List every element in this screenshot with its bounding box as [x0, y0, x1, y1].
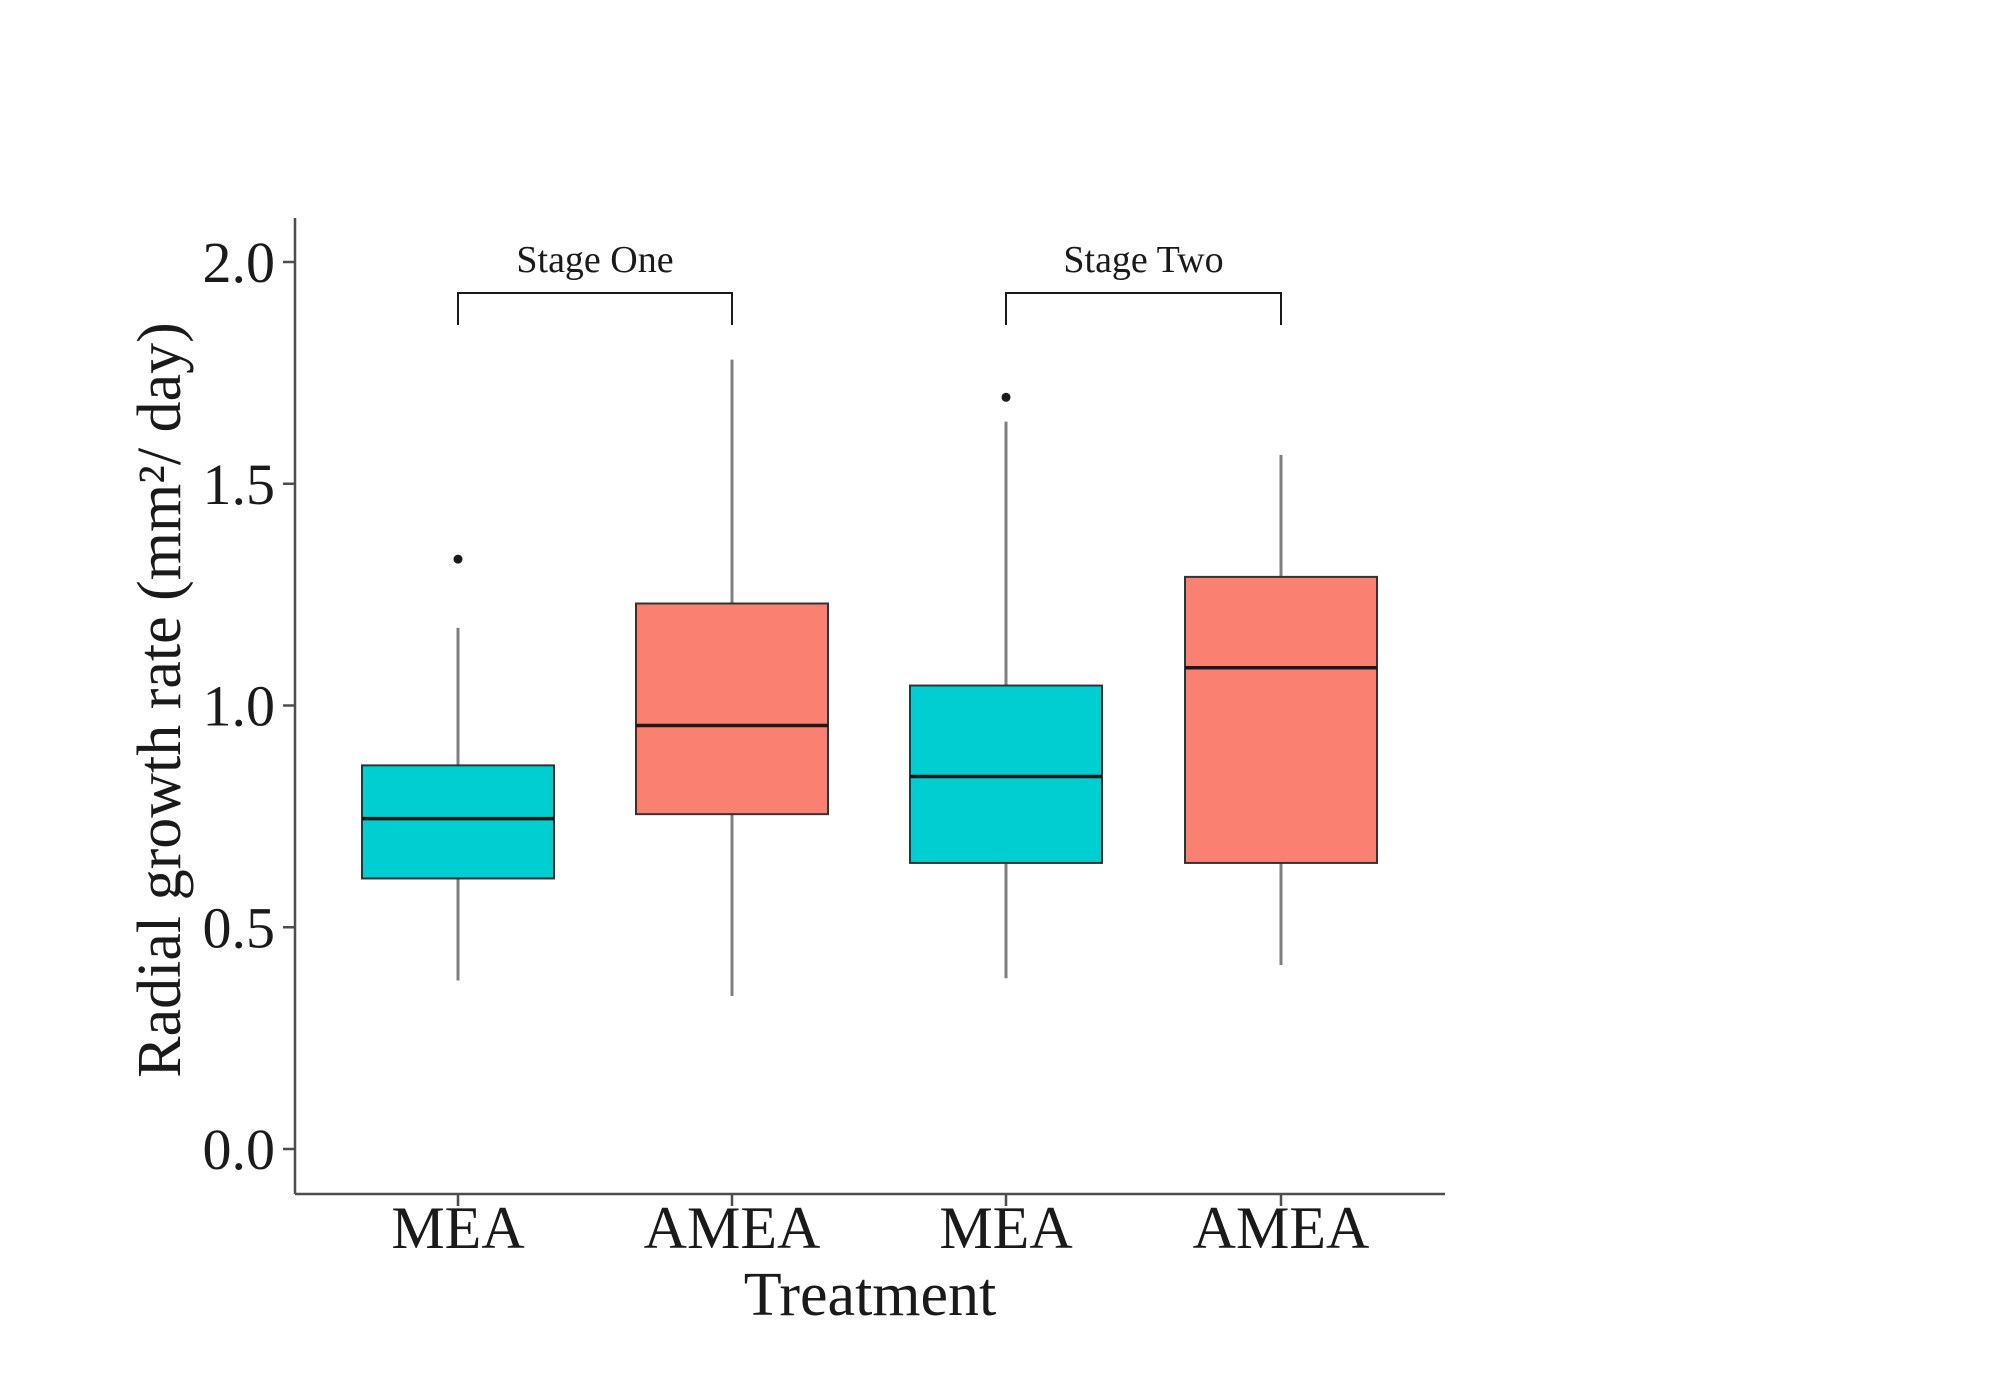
group-label: Stage Two — [1063, 239, 1223, 281]
outlier-point — [1001, 392, 1011, 402]
box-mea-stage-two — [909, 392, 1103, 979]
x-tick-label: AMEA — [644, 1195, 821, 1261]
y-tick-label: 1.0 — [203, 674, 276, 739]
x-category-labels: MEA AMEA MEA AMEA — [391, 1194, 1369, 1261]
y-axis-title: Radial growth rate (mm²/ day) — [126, 322, 194, 1077]
iqr-box — [1184, 575, 1378, 864]
y-ticks: 0.0 0.5 1.0 1.5 2.0 — [203, 230, 295, 1182]
x-tick-label: AMEA — [1193, 1195, 1370, 1261]
box-mea-stage-one — [361, 554, 555, 981]
y-tick-label: 0.5 — [203, 895, 276, 960]
box-series — [361, 359, 1378, 996]
y-tick-label: 0.0 — [203, 1117, 276, 1182]
iqr-box — [361, 764, 555, 880]
box-amea-stage-two — [1184, 454, 1378, 965]
group-bracket — [1005, 292, 1282, 325]
x-axis-title: Treatment — [744, 1261, 997, 1329]
x-tick-label: MEA — [391, 1195, 524, 1261]
group-brackets: Stage One Stage Two — [457, 239, 1282, 325]
iqr-box — [635, 602, 829, 816]
group-label: Stage One — [516, 239, 673, 281]
outlier-point — [453, 554, 463, 564]
y-tick-label: 2.0 — [203, 230, 276, 295]
box-amea-stage-one — [635, 359, 829, 996]
group-bracket — [457, 292, 733, 325]
iqr-box — [909, 684, 1103, 864]
x-tick-label: MEA — [939, 1195, 1072, 1261]
y-tick-label: 1.5 — [203, 452, 276, 517]
